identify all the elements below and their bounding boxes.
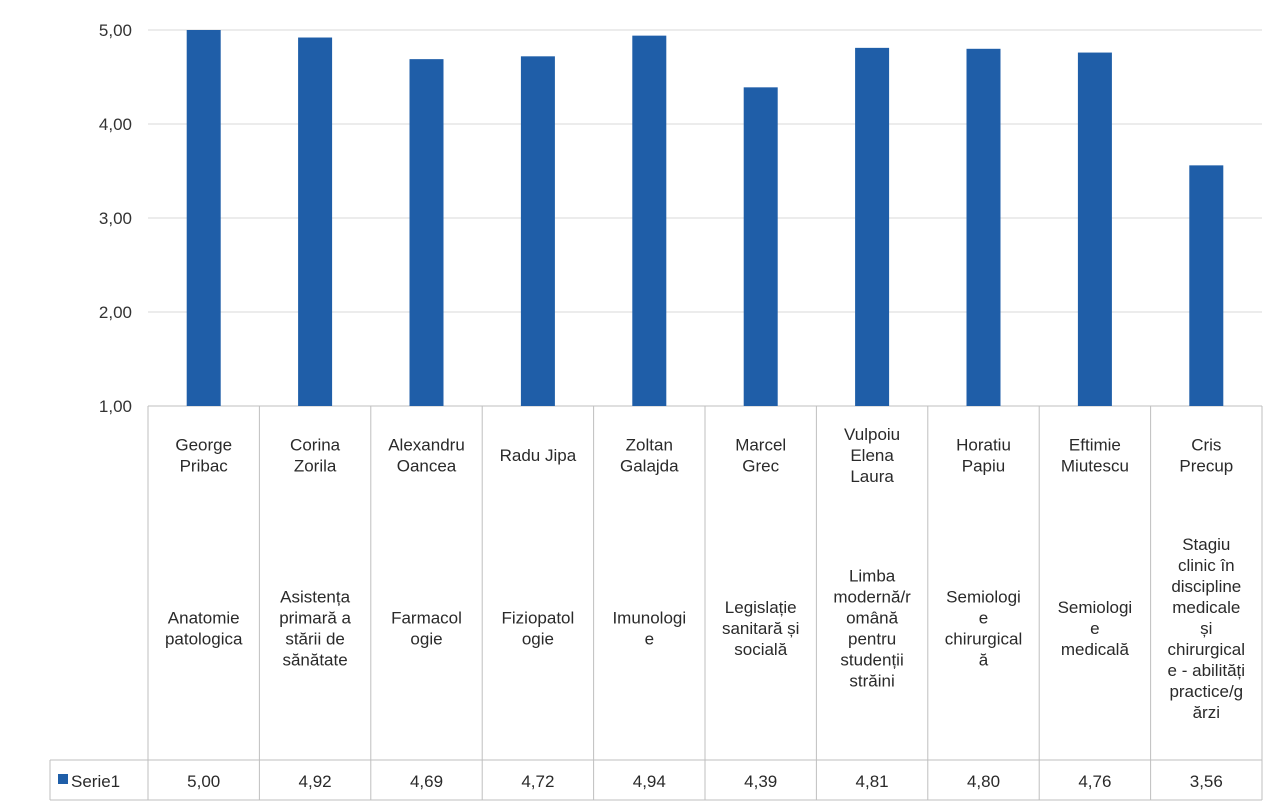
category-name-label: Vulpoiu	[844, 425, 900, 444]
y-tick-label: 1,00	[99, 397, 132, 416]
category-subject-label: omână	[846, 609, 899, 628]
category-subject-label: discipline	[1171, 577, 1241, 596]
category-name-label: Horatiu	[956, 436, 1011, 455]
legend-label: Serie1	[71, 772, 120, 791]
data-table-value: 4,81	[856, 772, 889, 791]
category-name-label: Eftimie	[1069, 436, 1121, 455]
bar	[409, 59, 444, 406]
category-name-label: Radu Jipa	[500, 446, 577, 465]
category-name-label: George	[175, 436, 232, 455]
category-subject-label: Limba	[849, 567, 896, 586]
category-subject-label: Asistența	[280, 588, 350, 607]
category-subject-label: primară a	[279, 609, 351, 628]
category-subject-label: e	[1090, 619, 1099, 638]
category-subject-label: și	[1200, 619, 1212, 638]
bar	[1189, 165, 1224, 406]
category-subject-label: ogie	[522, 630, 554, 649]
legend-swatch	[58, 774, 68, 784]
category-subject-label: clinic în	[1178, 556, 1235, 575]
bar	[966, 48, 1001, 407]
category-subject-label: Anatomie	[168, 609, 240, 628]
bar	[186, 30, 221, 406]
category-subject-label: străini	[849, 672, 894, 691]
category-subject-label: Stagiu	[1182, 535, 1230, 554]
data-table-value: 4,39	[744, 772, 777, 791]
category-name-label: Alexandru	[388, 436, 465, 455]
category-subject-label: medicale	[1172, 598, 1240, 617]
category-subject-label: Fiziopatol	[502, 609, 575, 628]
category-name-label: Corina	[290, 436, 341, 455]
category-subject-label: Semiologi	[946, 588, 1021, 607]
bar	[298, 37, 333, 407]
category-subject-label: practice/g	[1169, 682, 1243, 701]
category-name-label: Grec	[742, 457, 779, 476]
data-table-value: 4,72	[521, 772, 554, 791]
y-tick-label: 4,00	[99, 115, 132, 134]
category-subject-label: studenții	[840, 651, 903, 670]
category-subject-label: e - abilități	[1168, 661, 1245, 680]
category-subject-label: Farmacol	[391, 609, 462, 628]
category-name-label: Galajda	[620, 457, 679, 476]
category-subject-label: ă	[979, 651, 989, 670]
y-tick-label: 3,00	[99, 209, 132, 228]
category-subject-label: Legislație	[725, 598, 797, 617]
bar	[855, 47, 890, 407]
category-subject-label: socială	[734, 640, 787, 659]
data-table-value: 3,56	[1190, 772, 1223, 791]
category-subject-label: e	[645, 630, 654, 649]
category-subject-label: sănătate	[282, 651, 347, 670]
category-name-label: Zoltan	[626, 436, 673, 455]
category-subject-label: pentru	[848, 630, 896, 649]
data-table-value: 5,00	[187, 772, 220, 791]
category-subject-label: Imunologi	[612, 609, 686, 628]
category-subject-label: e	[979, 609, 988, 628]
category-subject-label: modernă/r	[833, 588, 911, 607]
category-name-label: Laura	[850, 467, 894, 486]
category-subject-label: ogie	[410, 630, 442, 649]
category-subject-label: medicală	[1061, 640, 1130, 659]
category-name-label: Miutescu	[1061, 457, 1129, 476]
category-subject-label: patologica	[165, 630, 243, 649]
category-name-label: Marcel	[735, 436, 786, 455]
category-subject-label: chirurgical	[1168, 640, 1245, 659]
bar	[743, 87, 778, 406]
category-name-label: Papiu	[962, 457, 1005, 476]
bar	[1077, 52, 1112, 407]
data-table-value: 4,80	[967, 772, 1000, 791]
bar	[520, 56, 555, 406]
data-table-value: 4,69	[410, 772, 443, 791]
category-subject-label: stării de	[285, 630, 345, 649]
category-subject-label: ărzi	[1193, 703, 1220, 722]
category-name-label: Cris	[1191, 436, 1221, 455]
category-name-label: Oancea	[397, 457, 457, 476]
y-tick-label: 5,00	[99, 21, 132, 40]
category-subject-label: Semiologi	[1058, 598, 1133, 617]
category-name-label: Zorila	[294, 457, 337, 476]
data-table-value: 4,94	[633, 772, 666, 791]
category-name-label: Precup	[1179, 457, 1233, 476]
data-table-value: 4,92	[299, 772, 332, 791]
category-subject-label: sanitară și	[722, 619, 799, 638]
category-name-label: Elena	[850, 446, 894, 465]
category-subject-label: chirurgical	[945, 630, 1022, 649]
category-name-label: Pribac	[180, 457, 229, 476]
y-tick-label: 2,00	[99, 303, 132, 322]
bar	[632, 35, 667, 406]
data-table-value: 4,76	[1078, 772, 1111, 791]
